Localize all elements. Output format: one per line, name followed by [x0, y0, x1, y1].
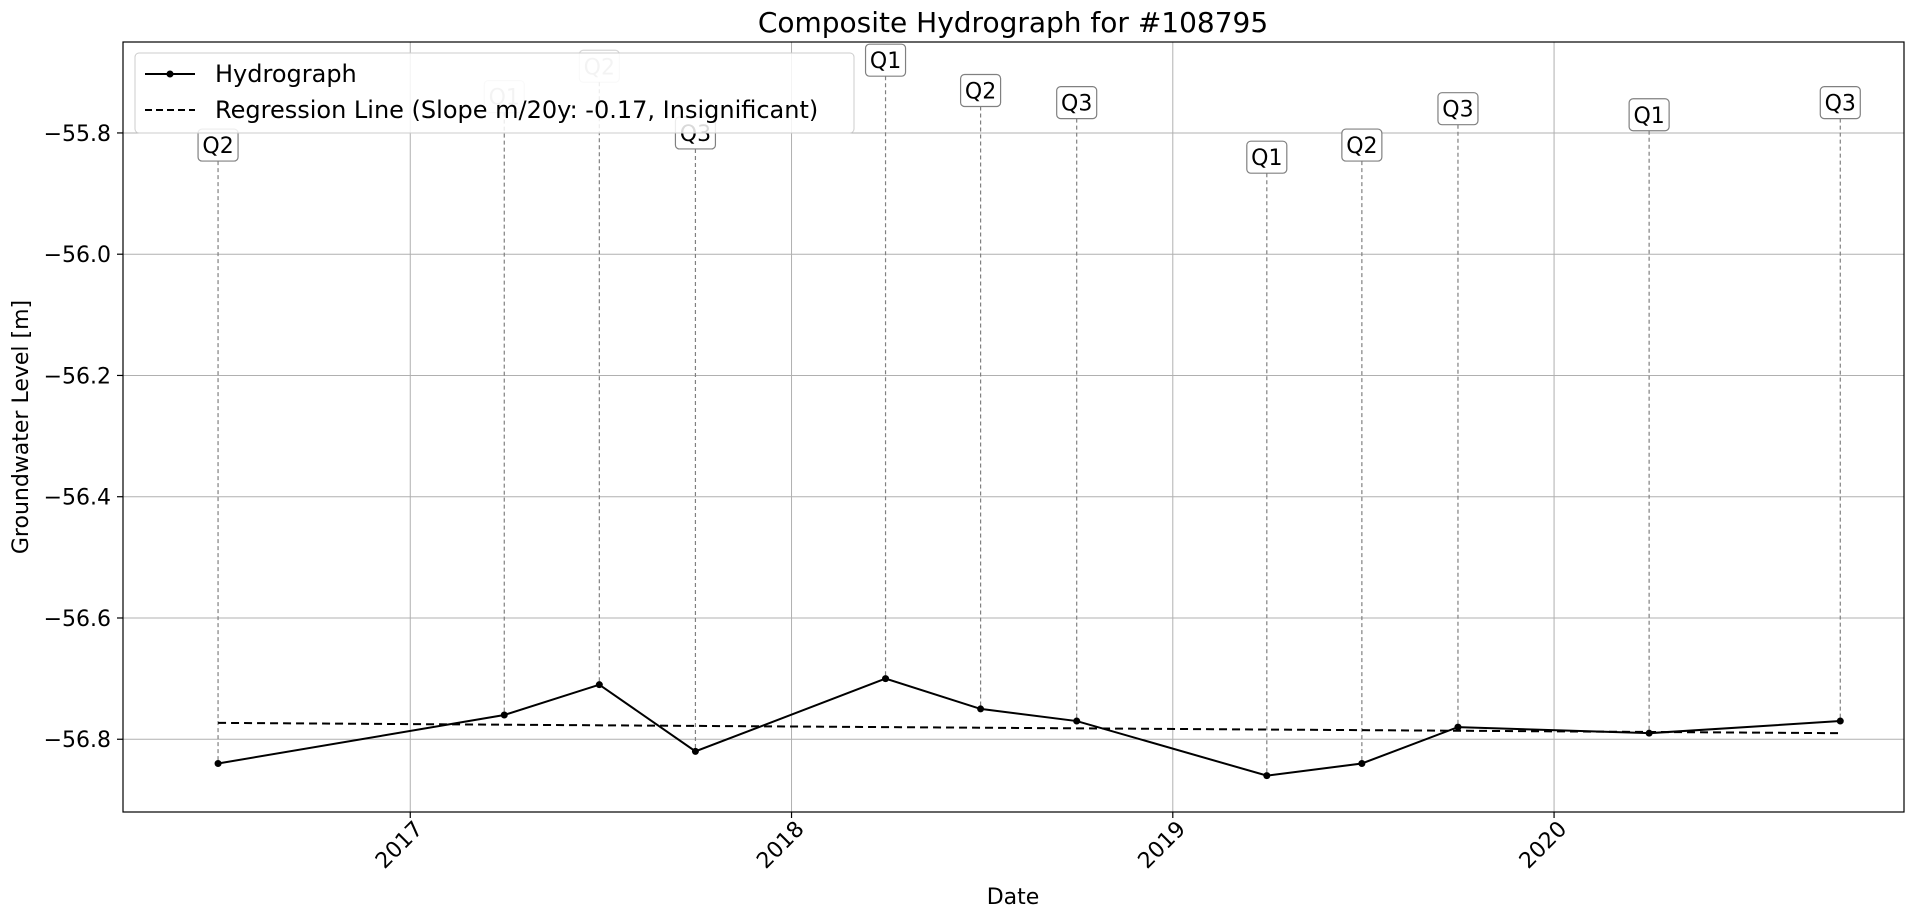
x-tick-label: 2020 — [1515, 817, 1572, 874]
hydrograph-point — [977, 705, 985, 713]
x-tick-label: 2017 — [371, 817, 428, 874]
quarter-annotations: Q2Q1Q2Q3Q1Q2Q3Q1Q2Q3Q1Q3 — [197, 43, 1861, 776]
plot-frame — [122, 41, 1905, 813]
hydrograph-point — [1073, 717, 1081, 725]
hydrograph-point — [882, 675, 890, 683]
quarter-label-box — [1628, 98, 1670, 132]
quarter-label: Q1 — [1628, 98, 1670, 132]
y-tick-label: −56.8 — [44, 728, 111, 753]
quarter-label-text: Q2 — [202, 134, 233, 159]
legend-frame — [134, 52, 855, 134]
legend-hydrograph-label: Hydrograph — [215, 60, 357, 88]
axes: −55.8 −56.0 −56.2 −56.4 −56.6 −56.8 2017 2018 20… — [44, 41, 1905, 874]
quarter-label-box — [864, 43, 907, 77]
quarter-label-text: Q1 — [1633, 104, 1664, 129]
quarter-label-box — [1246, 140, 1288, 174]
y-tick-label: −56.4 — [44, 486, 111, 511]
hydrograph-point — [214, 759, 222, 767]
hydrograph-point — [1358, 759, 1366, 767]
hydrograph-point — [1836, 717, 1844, 725]
x-tick-label: 2018 — [752, 817, 809, 874]
legend: Hydrograph Regression Line (Slope m/20y:… — [134, 52, 855, 134]
y-tick-label: −56.0 — [44, 243, 111, 268]
hydrograph-point — [1645, 729, 1653, 737]
chart-title: Composite Hydrograph for #108795 — [758, 6, 1268, 39]
x-axis-label: Date — [987, 885, 1040, 910]
hydrograph-point — [691, 747, 699, 755]
series — [214, 675, 1844, 780]
quarter-label-text: Q2 — [965, 80, 996, 105]
quarter-label-box — [1056, 86, 1098, 120]
hydrograph-point — [595, 681, 603, 689]
quarter-label: Q3 — [1819, 86, 1861, 120]
hydrograph-line — [217, 677, 1841, 777]
y-tick-label: −55.8 — [44, 122, 111, 147]
quarter-label: Q1 — [864, 43, 907, 77]
hydrograph-point — [500, 711, 508, 719]
x-tick-label: 2019 — [1134, 817, 1191, 874]
quarter-label-text: Q3 — [1442, 98, 1473, 123]
quarter-label: Q2 — [197, 128, 239, 162]
quarter-label-text: Q1 — [870, 49, 901, 74]
y-tick-label: −56.6 — [44, 607, 111, 632]
quarter-label-text: Q2 — [1346, 134, 1377, 159]
quarter-label: Q2 — [959, 73, 1002, 108]
y-tick-label: −56.2 — [44, 364, 111, 389]
quarter-label-box — [959, 73, 1002, 108]
quarter-label: Q1 — [1246, 140, 1288, 174]
grid — [123, 42, 1904, 812]
quarter-label: Q2 — [1341, 128, 1383, 162]
quarter-label-box — [1341, 128, 1383, 162]
quarter-label-box — [1819, 86, 1861, 120]
quarter-label-text: Q3 — [1825, 92, 1856, 117]
quarter-label-text: Q1 — [1251, 146, 1282, 171]
quarter-label: Q3 — [1437, 92, 1479, 126]
legend-hydrograph-marker — [166, 70, 174, 78]
regression-line — [218, 721, 1841, 735]
quarter-label-text: Q3 — [1061, 92, 1092, 117]
quarter-label: Q3 — [1056, 86, 1098, 120]
y-axis-label: Groundwater Level [m] — [9, 300, 34, 554]
quarter-label-box — [1437, 92, 1479, 126]
hydrograph-point — [1263, 772, 1271, 780]
legend-regression-label: Regression Line (Slope m/20y: -0.17, Ins… — [215, 96, 818, 124]
hydrograph-point — [1454, 723, 1462, 731]
